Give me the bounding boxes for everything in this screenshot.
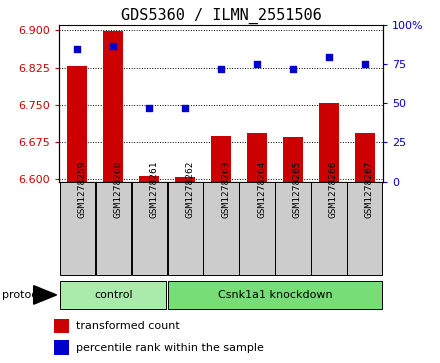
Point (218, 66, 225, 72)
Bar (247, 134, 267, 182)
Bar (347, 183, 382, 275)
Point (146, 105, 153, 111)
Text: GSM1278260: GSM1278260 (114, 160, 122, 218)
Title: GDS5360 / ILMN_2551506: GDS5360 / ILMN_2551506 (121, 8, 322, 24)
Text: GSM1278263: GSM1278263 (221, 160, 230, 218)
Point (74, 46, 81, 52)
Text: Csnk1a1 knockdown: Csnk1a1 knockdown (218, 290, 332, 300)
Point (361, 61, 368, 68)
Text: percentile rank within the sample: percentile rank within the sample (76, 343, 264, 352)
Bar (283, 138, 303, 182)
Bar (203, 183, 239, 275)
Point (110, 43, 117, 49)
Bar (311, 183, 347, 275)
Bar (139, 176, 159, 182)
Polygon shape (34, 286, 57, 304)
Bar (60, 281, 166, 309)
Bar (319, 103, 339, 182)
Text: GSM1278266: GSM1278266 (329, 160, 338, 218)
Bar (168, 281, 382, 309)
Text: GSM1278267: GSM1278267 (365, 160, 374, 218)
Text: GSM1278261: GSM1278261 (149, 160, 158, 218)
Point (326, 54, 333, 60)
Bar (211, 136, 231, 182)
Bar (67, 66, 87, 182)
Bar (355, 134, 375, 182)
Bar (54, 319, 69, 333)
Bar (95, 183, 131, 275)
Bar (239, 183, 275, 275)
Bar (275, 183, 311, 275)
Point (182, 105, 189, 111)
Bar (54, 340, 69, 355)
Text: GSM1278264: GSM1278264 (257, 160, 266, 218)
Bar (168, 183, 203, 275)
Text: GSM1278262: GSM1278262 (185, 160, 194, 218)
Point (290, 66, 297, 72)
Bar (60, 183, 95, 275)
Bar (103, 31, 123, 182)
Text: protocol: protocol (2, 290, 48, 300)
Bar (132, 183, 167, 275)
Text: transformed count: transformed count (76, 321, 179, 331)
Point (253, 61, 260, 68)
Text: GSM1278265: GSM1278265 (293, 160, 302, 218)
Text: GSM1278259: GSM1278259 (77, 160, 86, 218)
Text: control: control (94, 290, 132, 300)
Bar (175, 177, 195, 182)
